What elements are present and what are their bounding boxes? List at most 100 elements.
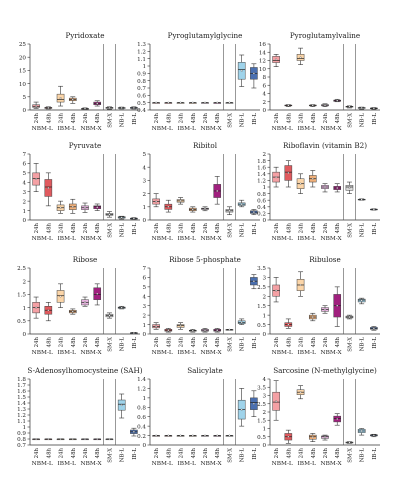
y-tick-label: 0.4: [137, 424, 146, 430]
box-mean-marker: [299, 56, 302, 59]
y-tick-label: 3: [262, 394, 266, 400]
group-label: NBM-L: [272, 461, 293, 467]
box-mean-marker: [71, 205, 74, 208]
y-tick-label: 0.7: [17, 443, 26, 449]
x-tick-label: 48h: [166, 336, 172, 347]
y-tick-label: 6: [142, 276, 146, 282]
y-tick-label: 4: [262, 92, 266, 98]
group-label: IBM-L: [298, 461, 316, 467]
box-mean-marker: [372, 107, 375, 110]
box-mean-marker: [120, 404, 123, 407]
y-tick-label: 1: [262, 427, 266, 433]
y-tick-label: 10: [259, 67, 267, 73]
box-mean-marker: [204, 207, 206, 210]
y-tick-label: 1: [22, 209, 26, 215]
box-mean-marker: [372, 327, 375, 330]
box-mean-marker: [372, 208, 375, 211]
box-mean-marker: [336, 99, 339, 102]
box-mean-marker: [191, 208, 194, 211]
y-tick-label: 0.6: [137, 415, 146, 421]
x-tick-label: SM-X: [347, 448, 353, 463]
chart-panel: Pyroglutamylglycine0.40.50.60.70.80.911.…: [137, 31, 260, 132]
box-mean-marker: [228, 101, 231, 104]
box-mean-marker: [252, 280, 255, 283]
x-tick-label: IB-L: [132, 223, 138, 235]
box-mean-marker: [59, 295, 62, 298]
chart-title: Ribose 5-phosphate: [169, 255, 241, 264]
box-mean-marker: [287, 323, 290, 326]
group-label: NBM-X: [81, 126, 103, 132]
box-mean-marker: [240, 69, 243, 72]
x-tick-label: 48h: [286, 222, 292, 233]
x-tick-label: 24h: [34, 112, 40, 123]
box-mean-marker: [204, 434, 206, 437]
chart-title: Ribose: [73, 255, 98, 264]
box-mean-marker: [324, 436, 326, 439]
y-tick-label: 1.6: [17, 389, 26, 395]
box-mean-marker: [71, 310, 74, 313]
group-label: NBM-L: [32, 236, 53, 242]
y-tick-label: 0.8: [137, 79, 146, 85]
y-tick-label: 0: [22, 108, 26, 114]
box-mean-marker: [360, 106, 363, 109]
box-mean-marker: [216, 434, 219, 437]
box-mean-marker: [167, 101, 170, 104]
y-tick-label: 3.5: [257, 385, 266, 391]
chart-title: Salicylate: [187, 366, 223, 375]
y-tick-label: 1: [142, 396, 146, 402]
box-mean-marker: [120, 306, 123, 309]
box-mean-marker: [299, 182, 302, 185]
x-tick-label: IB-L: [372, 223, 378, 235]
box-mean-marker: [155, 325, 158, 328]
chart-title: S-Adenosylhomocysteine (SAH): [27, 366, 142, 375]
x-tick-label: 24h: [323, 336, 329, 347]
chart-title: Pyridoxate: [65, 31, 104, 40]
y-tick-label: 1.3: [137, 42, 146, 48]
y-tick-label: 1.5: [17, 293, 26, 299]
x-tick-label: 48h: [191, 336, 197, 347]
box-mean-marker: [240, 203, 243, 206]
box-mean-marker: [228, 328, 231, 331]
chart-panel: Pyroglutamylvaline 0 2 4 6 8 10 12 14 16 24h 48h 24h…: [259, 31, 380, 132]
y-tick-label: 12: [259, 59, 267, 65]
chart-panel: Sarcosine (N-methylglycine) 0 0.5 1 1.5 2 2.5 3…: [257, 366, 380, 467]
x-tick-label: 24h: [83, 112, 89, 123]
box-mean-marker: [71, 438, 74, 440]
x-tick-label: 48h: [166, 447, 172, 458]
y-tick-label: 5: [142, 285, 146, 291]
box-mean-marker: [252, 402, 255, 405]
box-mean-marker: [47, 186, 50, 189]
chart-panel: Pyruvate 0 1 2 3 4 5 6 7 24h 48h 24h 48h 24h 48h SM-X NB…: [22, 141, 140, 242]
x-tick-label: 48h: [335, 336, 341, 347]
y-tick-label: 1.8: [17, 377, 26, 383]
y-tick-label: 5: [22, 95, 26, 101]
x-tick-label: IB-L: [372, 337, 378, 349]
group-label: NBM-X: [81, 350, 103, 356]
box-mean-marker: [35, 105, 38, 107]
y-tick-label: 1: [22, 425, 26, 431]
x-tick-label: IB-L: [252, 337, 258, 349]
x-tick-label: 48h: [215, 447, 221, 458]
x-tick-label: NB-L: [360, 337, 366, 352]
box-mean-marker: [179, 101, 182, 104]
group-label: NBM-X: [81, 236, 103, 242]
x-tick-label: 24h: [323, 222, 329, 233]
group-label: NBM-L: [152, 236, 173, 242]
box-mean-marker: [35, 178, 38, 180]
y-tick-label: 6: [22, 162, 26, 168]
y-tick-label: 1.1: [137, 57, 146, 63]
box-mean-marker: [35, 438, 38, 440]
y-tick-label: 0.5: [17, 319, 26, 325]
x-tick-label: 24h: [34, 336, 40, 347]
box-mean-marker: [216, 329, 219, 332]
x-tick-label: IB-L: [252, 448, 258, 460]
box-mean-marker: [35, 306, 38, 309]
x-tick-label: SM-X: [227, 113, 233, 128]
y-tick-label: 1.4: [137, 377, 146, 383]
box-mean-marker: [96, 206, 99, 209]
y-tick-label: 7: [142, 266, 146, 272]
x-tick-label: 24h: [299, 336, 305, 347]
box-mean-marker: [204, 101, 206, 104]
y-tick-label: 3: [22, 190, 26, 196]
x-tick-label: 24h: [179, 112, 185, 123]
